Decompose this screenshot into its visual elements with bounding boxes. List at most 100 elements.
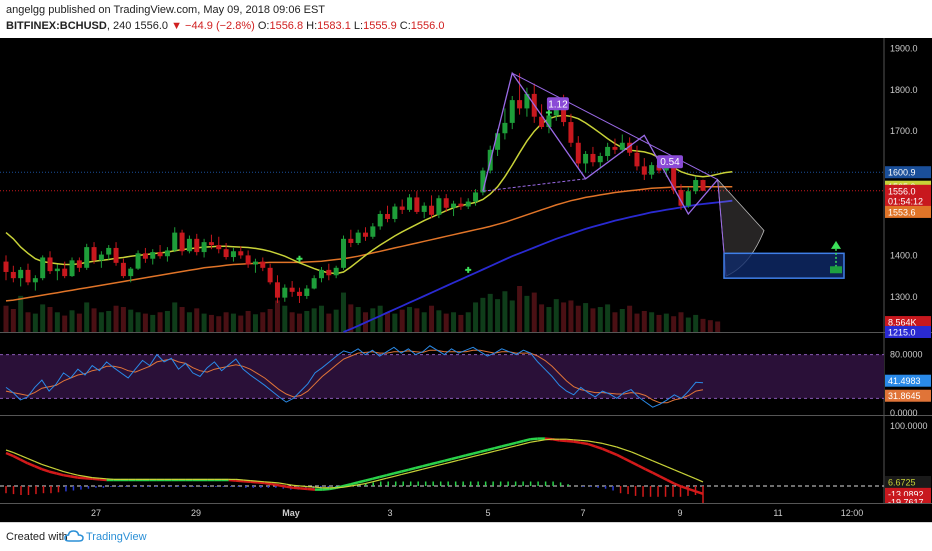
candle-body[interactable] [517,100,523,109]
candle-body[interactable] [84,247,90,268]
candle-body[interactable] [436,198,442,215]
candle-body[interactable] [473,192,479,202]
candle-body[interactable] [296,291,302,296]
candle-body[interactable] [407,197,413,210]
candle-body[interactable] [318,269,324,279]
candle-body[interactable] [142,253,148,259]
candle-body[interactable] [3,261,9,272]
candle-body[interactable] [429,205,435,215]
candle-body[interactable] [619,142,625,150]
candle-body[interactable] [260,261,266,268]
candle-body[interactable] [54,268,60,272]
stochastic-pane[interactable]: 80.0000 0.0000 41.4983 31.8645 [0,345,931,418]
candle-body[interactable] [377,213,383,227]
candle-body[interactable] [502,122,508,134]
candle-body[interactable] [76,260,82,268]
candle-body[interactable] [267,267,273,283]
candle-body[interactable] [414,197,420,212]
candle-body[interactable] [399,206,405,210]
candle-body[interactable] [348,238,354,243]
candle-body[interactable] [216,245,222,250]
candle-body[interactable] [355,232,361,243]
candle-body[interactable] [649,165,655,175]
candle-body[interactable] [465,201,471,207]
candle-body[interactable] [304,288,310,296]
candle-body[interactable] [671,164,677,190]
candle-body[interactable] [62,268,68,277]
candle-body[interactable] [98,254,104,261]
candle-body[interactable] [32,278,38,283]
candle-body[interactable] [10,271,16,279]
candle-body[interactable] [370,226,376,237]
candle-body[interactable] [282,287,288,298]
candle-body[interactable] [311,278,317,289]
candle-body[interactable] [120,262,126,277]
candle-body[interactable] [25,269,31,283]
candle-body[interactable] [451,203,457,208]
candle-body[interactable] [179,232,185,252]
candle-body[interactable] [685,191,691,206]
target-zone-box[interactable] [723,252,845,279]
candle-body[interactable] [575,142,581,164]
candle-body[interactable] [392,206,398,219]
candle-body[interactable] [245,255,251,265]
candle-body[interactable] [340,238,346,268]
candle-body[interactable] [583,153,589,164]
candle-body[interactable] [47,257,53,272]
candle-body[interactable] [157,252,163,257]
author-name[interactable]: angelgg [6,4,46,16]
candle-body[interactable] [150,252,156,259]
candle-body[interactable] [201,242,207,253]
candle-body[interactable] [421,205,427,212]
candle-body[interactable] [186,238,192,252]
candle-body[interactable] [18,269,24,279]
candle-body[interactable] [458,203,464,207]
candle-body[interactable] [363,232,369,237]
candle-body[interactable] [238,251,244,256]
candle-body[interactable] [223,249,229,258]
candle-body[interactable] [333,267,339,276]
candle-body[interactable] [135,253,141,269]
candle-body[interactable] [634,152,640,167]
candle-body[interactable] [40,257,46,279]
chart-canvas[interactable]: 1.120.541900.01800.01700.01600.01400.013… [0,38,932,522]
macd-pane[interactable]: 100.0000 6.6725 -13.0892-19.7617 [0,421,931,508]
candle-body[interactable] [641,166,647,175]
candle-body[interactable] [605,146,611,157]
candle-body[interactable] [172,232,178,251]
candle-body[interactable] [69,260,75,277]
candle-body[interactable] [194,238,200,253]
candle-body[interactable] [113,247,119,263]
price-pane[interactable]: 1.120.541900.01800.01700.01600.01400.013… [0,38,932,503]
candle-body[interactable] [480,170,486,193]
candle-body[interactable] [289,287,295,292]
candle-body[interactable] [678,189,684,206]
candle-body[interactable] [164,250,170,257]
candle-body[interactable] [627,142,633,153]
candle-body[interactable] [561,103,567,123]
candle-body[interactable] [700,180,706,191]
candle-body[interactable] [208,242,214,246]
candle-body[interactable] [443,198,449,208]
candle-body[interactable] [546,115,552,128]
candle-body[interactable] [524,93,530,109]
candle-body[interactable] [597,156,603,163]
candle-body[interactable] [590,153,596,163]
time-axis[interactable]: 27 29 May 3 5 7 9 11 12:00 [0,503,932,522]
candle-body[interactable] [274,282,280,298]
candle-body[interactable] [495,133,501,150]
candle-body[interactable] [230,251,236,258]
candle-body[interactable] [539,116,545,128]
candle-body[interactable] [612,146,618,150]
candle-body[interactable] [693,180,699,192]
candle-body[interactable] [128,268,134,277]
candle-body[interactable] [385,213,391,219]
candle-body[interactable] [252,261,258,265]
tradingview-brand-link[interactable]: TradingView [86,531,147,543]
candle-body[interactable] [509,100,515,123]
candle-body[interactable] [568,122,574,143]
harmonic-pattern-line[interactable] [482,71,719,216]
candle-body[interactable] [91,247,97,261]
candle-body[interactable] [326,269,332,276]
candle-body[interactable] [106,247,112,255]
